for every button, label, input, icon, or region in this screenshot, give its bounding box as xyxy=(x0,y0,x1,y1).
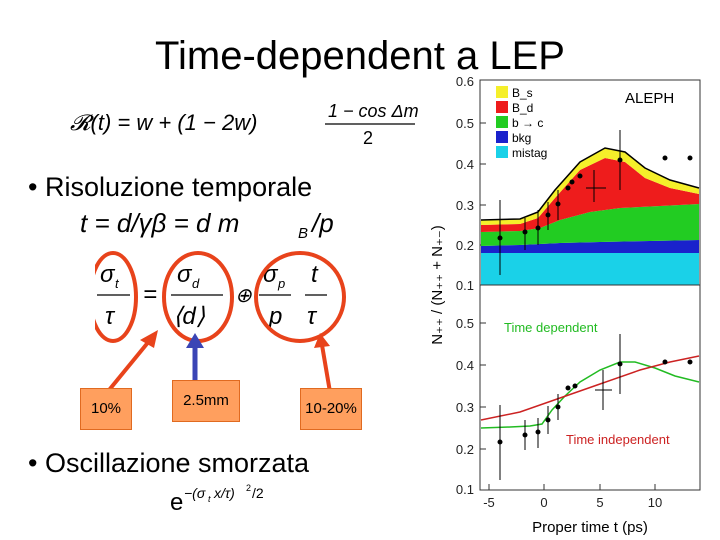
svg-text:0.2: 0.2 xyxy=(456,442,474,457)
svg-text:B_s: B_s xyxy=(512,86,533,100)
time-dependent-curve xyxy=(480,361,700,429)
top-data-points xyxy=(497,130,693,275)
svg-text:t: t xyxy=(115,276,120,291)
svg-text:σ: σ xyxy=(100,261,116,288)
svg-text:0: 0 xyxy=(540,495,547,510)
svg-text:0.1: 0.1 xyxy=(456,278,474,293)
svg-text:2: 2 xyxy=(246,483,251,493)
svg-text:p: p xyxy=(277,276,285,291)
formula-t: t = d/γβ = d m B /p xyxy=(80,208,334,242)
svg-text:τ: τ xyxy=(105,303,116,330)
svg-text:0.5: 0.5 xyxy=(456,116,474,131)
label-10-20pct: 10-20% xyxy=(300,388,362,430)
svg-text:2: 2 xyxy=(363,128,373,148)
time-independent-curve xyxy=(480,355,700,421)
svg-text:⟨d⟩: ⟨d⟩ xyxy=(173,303,206,330)
svg-text:t: t xyxy=(311,261,319,288)
aleph-figure: N₊₊ / (N₊₊ + N₊₋) 0.6 0.5 0.4 0.3 0.2 0.… xyxy=(429,74,701,536)
svg-text:B: B xyxy=(298,225,308,242)
svg-text:/p: /p xyxy=(310,208,334,238)
svg-text:0.6: 0.6 xyxy=(456,74,474,89)
svg-text:5: 5 xyxy=(596,495,603,510)
bottom-data-points xyxy=(497,334,693,480)
svg-text:0.4: 0.4 xyxy=(456,157,474,172)
svg-text:t = d/γβ = d m: t = d/γβ = d m xyxy=(80,208,239,238)
svg-text:=: = xyxy=(143,281,157,308)
svg-text:e: e xyxy=(170,489,183,516)
svg-text:0.3: 0.3 xyxy=(456,400,474,415)
svg-text:0.3: 0.3 xyxy=(456,198,474,213)
bullet-resolution: • Risoluzione temporale xyxy=(28,172,313,202)
svg-text:0.5: 0.5 xyxy=(456,316,474,331)
bullet-dot: • xyxy=(28,172,45,202)
svg-text:𝓡(t) = w + (1 − 2w): 𝓡(t) = w + (1 − 2w) xyxy=(70,110,257,135)
svg-text:-5: -5 xyxy=(483,495,495,510)
svg-text:τ: τ xyxy=(307,303,318,330)
svg-text:0.1: 0.1 xyxy=(456,482,474,497)
svg-text:mistag: mistag xyxy=(512,146,547,160)
svg-text:B_d: B_d xyxy=(512,101,533,115)
svg-text:0.2: 0.2 xyxy=(456,238,474,253)
bottom-panel-frame xyxy=(479,284,701,491)
figure-ylabel: N₊₊ / (N₊₊ + N₊₋) xyxy=(429,225,446,345)
slide-title: Time-dependent a LEP xyxy=(155,34,565,78)
svg-text:σ: σ xyxy=(177,261,193,288)
top-yticks: 0.6 0.5 0.4 0.3 0.2 0.1 xyxy=(456,74,474,293)
svg-text:x/τ): x/τ) xyxy=(213,485,235,501)
top-legend: B_s B_d b → c bkg mistag xyxy=(496,86,547,160)
label-2-5mm: 2.5mm xyxy=(172,380,240,422)
bottom-xticks: -5 0 5 10 xyxy=(483,495,662,510)
svg-text:t: t xyxy=(208,494,211,504)
bottom-yticks: 0.5 0.4 0.3 0.2 0.1 xyxy=(456,316,474,497)
svg-text:0.4: 0.4 xyxy=(456,358,474,373)
aleph-tag: ALEPH xyxy=(625,90,674,107)
svg-text:10: 10 xyxy=(648,495,662,510)
svg-text:b → c: b → c xyxy=(512,116,543,130)
bullet-damping: • Oscillazione smorzata xyxy=(28,448,310,478)
bullet-dot: • xyxy=(28,448,45,478)
svg-text:1 − cos Δm: 1 − cos Δm xyxy=(328,101,419,121)
stacked-areas xyxy=(480,147,700,285)
formula-r: 𝓡(t) = w + (1 − 2w) 1 − cos Δm d 2 xyxy=(70,101,419,148)
svg-text:d: d xyxy=(192,276,200,291)
label-time-dependent: Time dependent xyxy=(504,320,598,335)
label-10pct: 10% xyxy=(80,388,132,430)
svg-text:bkg: bkg xyxy=(512,131,531,145)
formula-damping: e −(σ t x/τ) 2 /2 xyxy=(170,483,264,516)
figure-xlabel: Proper time t (ps) xyxy=(532,519,648,536)
label-time-independent: Time independent xyxy=(566,432,670,447)
svg-text:−(σ: −(σ xyxy=(184,485,206,501)
svg-text:⊕: ⊕ xyxy=(235,285,252,307)
svg-text:p: p xyxy=(268,303,282,330)
svg-text:/2: /2 xyxy=(252,485,264,501)
